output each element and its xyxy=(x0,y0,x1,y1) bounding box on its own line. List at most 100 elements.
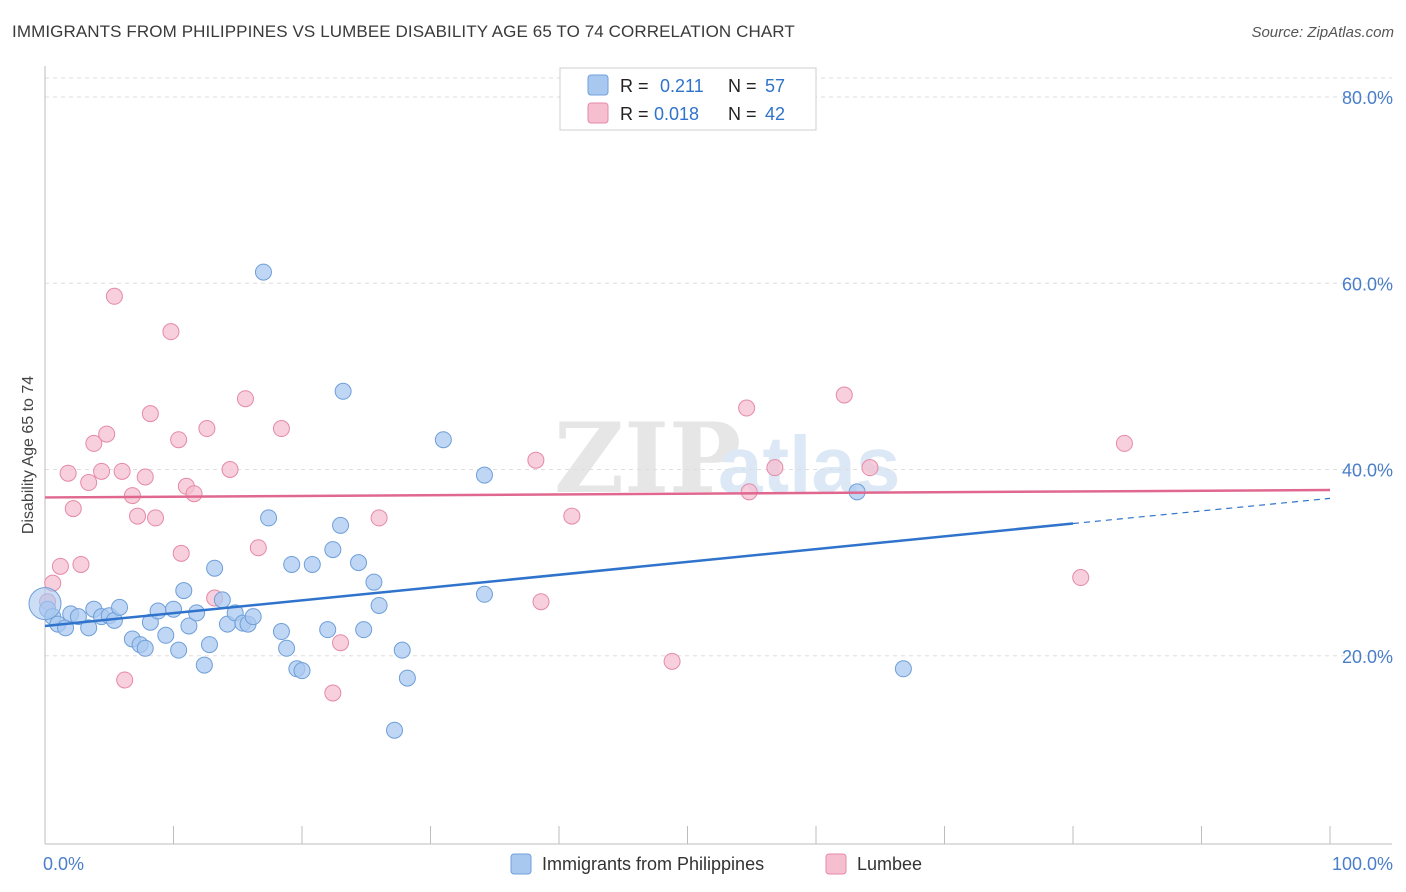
point-lumbee-27 xyxy=(249,539,267,557)
watermark: ZIP atlas xyxy=(554,402,900,515)
legend-bottom-label-pink: Lumbee xyxy=(857,854,922,874)
point-lumbee-34 xyxy=(563,507,581,525)
point-philippines-43 xyxy=(334,382,352,400)
point-lumbee-9 xyxy=(98,425,116,443)
point-philippines-21 xyxy=(180,617,198,635)
point-lumbee-19 xyxy=(170,431,188,449)
legend-r-value-pink: 0.018 xyxy=(654,104,699,124)
point-lumbee-13 xyxy=(123,487,141,505)
legend-n-label-blue: N = xyxy=(728,76,757,96)
point-lumbee-4 xyxy=(64,500,82,518)
trend-line-philippines xyxy=(44,522,1074,628)
point-philippines-40 xyxy=(319,621,337,639)
legend-bottom-swatch-blue xyxy=(510,853,532,875)
watermark-zip: ZIP xyxy=(554,402,741,515)
legend-bottom-swatch-pink xyxy=(825,853,847,875)
point-lumbee-14 xyxy=(129,507,147,525)
point-philippines-50 xyxy=(398,669,416,687)
point-lumbee-40 xyxy=(861,459,879,477)
legend-r-label-pink: R = xyxy=(620,104,649,124)
point-philippines-51 xyxy=(434,431,452,449)
legend-swatch-pink xyxy=(587,102,609,124)
point-philippines-38 xyxy=(293,662,311,680)
point-lumbee-15 xyxy=(136,468,154,486)
point-lumbee-38 xyxy=(766,459,784,477)
point-philippines-16 xyxy=(149,602,167,620)
point-lumbee-25 xyxy=(221,461,239,478)
point-lumbee-17 xyxy=(147,509,165,527)
point-lumbee-35 xyxy=(663,652,681,670)
point-lumbee-10 xyxy=(105,287,123,305)
point-philippines-32 xyxy=(254,263,272,281)
grid xyxy=(45,77,1392,657)
point-lumbee-29 xyxy=(324,684,342,702)
point-philippines-35 xyxy=(278,639,296,657)
point-philippines-41 xyxy=(324,541,342,559)
point-lumbee-37 xyxy=(740,483,758,501)
point-lumbee-5 xyxy=(72,555,90,573)
point-philippines-25 xyxy=(206,559,224,577)
axes xyxy=(44,66,1392,845)
x-tick-label-1: 100.0% xyxy=(1332,854,1393,874)
point-philippines-56 xyxy=(28,587,62,621)
x-tick-label-0: 0.0% xyxy=(43,854,84,874)
legend-bottom-label-blue: Immigrants from Philippines xyxy=(542,854,764,874)
point-philippines-24 xyxy=(200,636,218,654)
point-philippines-47 xyxy=(370,596,388,614)
point-lumbee-31 xyxy=(370,509,388,527)
point-lumbee-39 xyxy=(835,386,853,404)
point-lumbee-12 xyxy=(116,671,134,689)
point-philippines-33 xyxy=(260,509,278,527)
point-lumbee-7 xyxy=(85,434,103,452)
point-lumbee-41 xyxy=(1072,569,1090,587)
point-philippines-20 xyxy=(175,582,193,600)
point-philippines-42 xyxy=(332,516,350,534)
point-philippines-36 xyxy=(283,555,301,573)
point-philippines-53 xyxy=(475,585,493,603)
point-lumbee-42 xyxy=(1115,434,1133,452)
point-lumbee-3 xyxy=(59,464,77,482)
point-lumbee-26 xyxy=(236,390,254,408)
point-lumbee-22 xyxy=(185,485,203,503)
point-philippines-44 xyxy=(350,554,368,572)
point-lumbee-6 xyxy=(80,474,98,492)
y-axis-label: Disability Age 65 to 74 xyxy=(20,376,37,534)
chart-title: IMMIGRANTS FROM PHILIPPINES VS LUMBEE DI… xyxy=(12,22,795,41)
y-tick-label-3: 80.0% xyxy=(1342,88,1393,108)
point-lumbee-36 xyxy=(738,399,756,417)
legend-n-value-pink: 42 xyxy=(765,104,785,124)
trend-line-philippines-extension xyxy=(1072,497,1331,525)
legend-n-value-blue: 57 xyxy=(765,76,785,96)
point-lumbee-11 xyxy=(113,462,131,480)
point-philippines-14 xyxy=(136,639,154,657)
point-philippines-23 xyxy=(195,656,213,674)
point-philippines-48 xyxy=(386,721,404,739)
legend-r-label-blue: R = xyxy=(620,76,649,96)
point-philippines-46 xyxy=(365,573,383,591)
point-philippines-5 xyxy=(69,608,87,626)
point-lumbee-2 xyxy=(51,557,69,575)
point-philippines-39 xyxy=(303,555,321,573)
point-philippines-19 xyxy=(170,641,188,659)
point-philippines-26 xyxy=(213,591,231,609)
series-lumbee-points xyxy=(39,287,1133,702)
point-lumbee-20 xyxy=(172,544,190,562)
point-lumbee-8 xyxy=(93,462,111,480)
series-philippines-points xyxy=(28,263,912,739)
point-philippines-52 xyxy=(475,466,493,484)
point-philippines-55 xyxy=(894,660,912,678)
y-axis-label-group: Disability Age 65 to 74 xyxy=(20,376,37,534)
point-philippines-49 xyxy=(393,641,411,659)
point-philippines-22 xyxy=(188,604,206,622)
point-lumbee-18 xyxy=(162,323,180,341)
point-philippines-34 xyxy=(272,623,290,641)
legend-top: R = 0.211 N = 57 R = 0.018 N = 42 xyxy=(559,67,817,131)
tick-labels: 20.0% 40.0% 60.0% 80.0% 0.0% 100.0% xyxy=(43,88,1393,874)
point-lumbee-30 xyxy=(332,634,350,652)
point-philippines-6 xyxy=(80,619,98,637)
legend-r-value-blue: 0.211 xyxy=(660,76,704,96)
point-lumbee-33 xyxy=(532,593,550,611)
point-philippines-45 xyxy=(355,621,373,639)
legend-n-label-pink: N = xyxy=(728,104,757,124)
